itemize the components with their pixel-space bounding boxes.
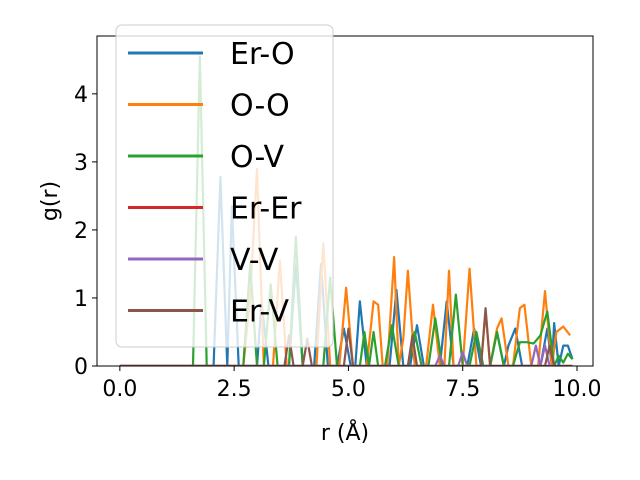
- y-axis-ticks: 0 1 2 3 4: [74, 83, 97, 380]
- legend: Er-O O-O O-V Er-Er V-V Er-V: [115, 24, 334, 348]
- y-tick-label: 4: [74, 83, 88, 108]
- plot-frame: [96, 35, 594, 367]
- legend-label-o-v: O-V: [230, 140, 285, 175]
- y-tick-label: 3: [74, 151, 88, 176]
- x-tick-label: 0.0: [102, 377, 137, 402]
- y-tick-label: 2: [74, 219, 88, 244]
- legend-label-v-v: V-V: [230, 243, 279, 278]
- x-tick-label: 5.0: [331, 377, 366, 402]
- series-line-v-v: [119, 344, 573, 366]
- x-axis-label: r (Å): [321, 419, 369, 446]
- x-tick-label: 10.0: [553, 377, 602, 402]
- legend-label-er-v: Er-V: [230, 295, 289, 330]
- y-axis-label: g(r): [38, 181, 63, 221]
- legend-label-o-o: O-O: [230, 89, 290, 124]
- x-tick-label: 2.5: [217, 377, 252, 402]
- legend-label-er-er: Er-Er: [230, 192, 302, 227]
- y-tick-label: 1: [74, 287, 88, 312]
- x-tick-label: 7.5: [445, 377, 480, 402]
- legend-label-er-o: Er-O: [230, 37, 295, 72]
- series-line-o-o: [119, 167, 572, 366]
- y-tick-label: 0: [74, 355, 88, 380]
- legend-box: [115, 24, 334, 348]
- x-axis-ticks: 0.0 2.5 5.0 7.5 10.0: [102, 366, 601, 402]
